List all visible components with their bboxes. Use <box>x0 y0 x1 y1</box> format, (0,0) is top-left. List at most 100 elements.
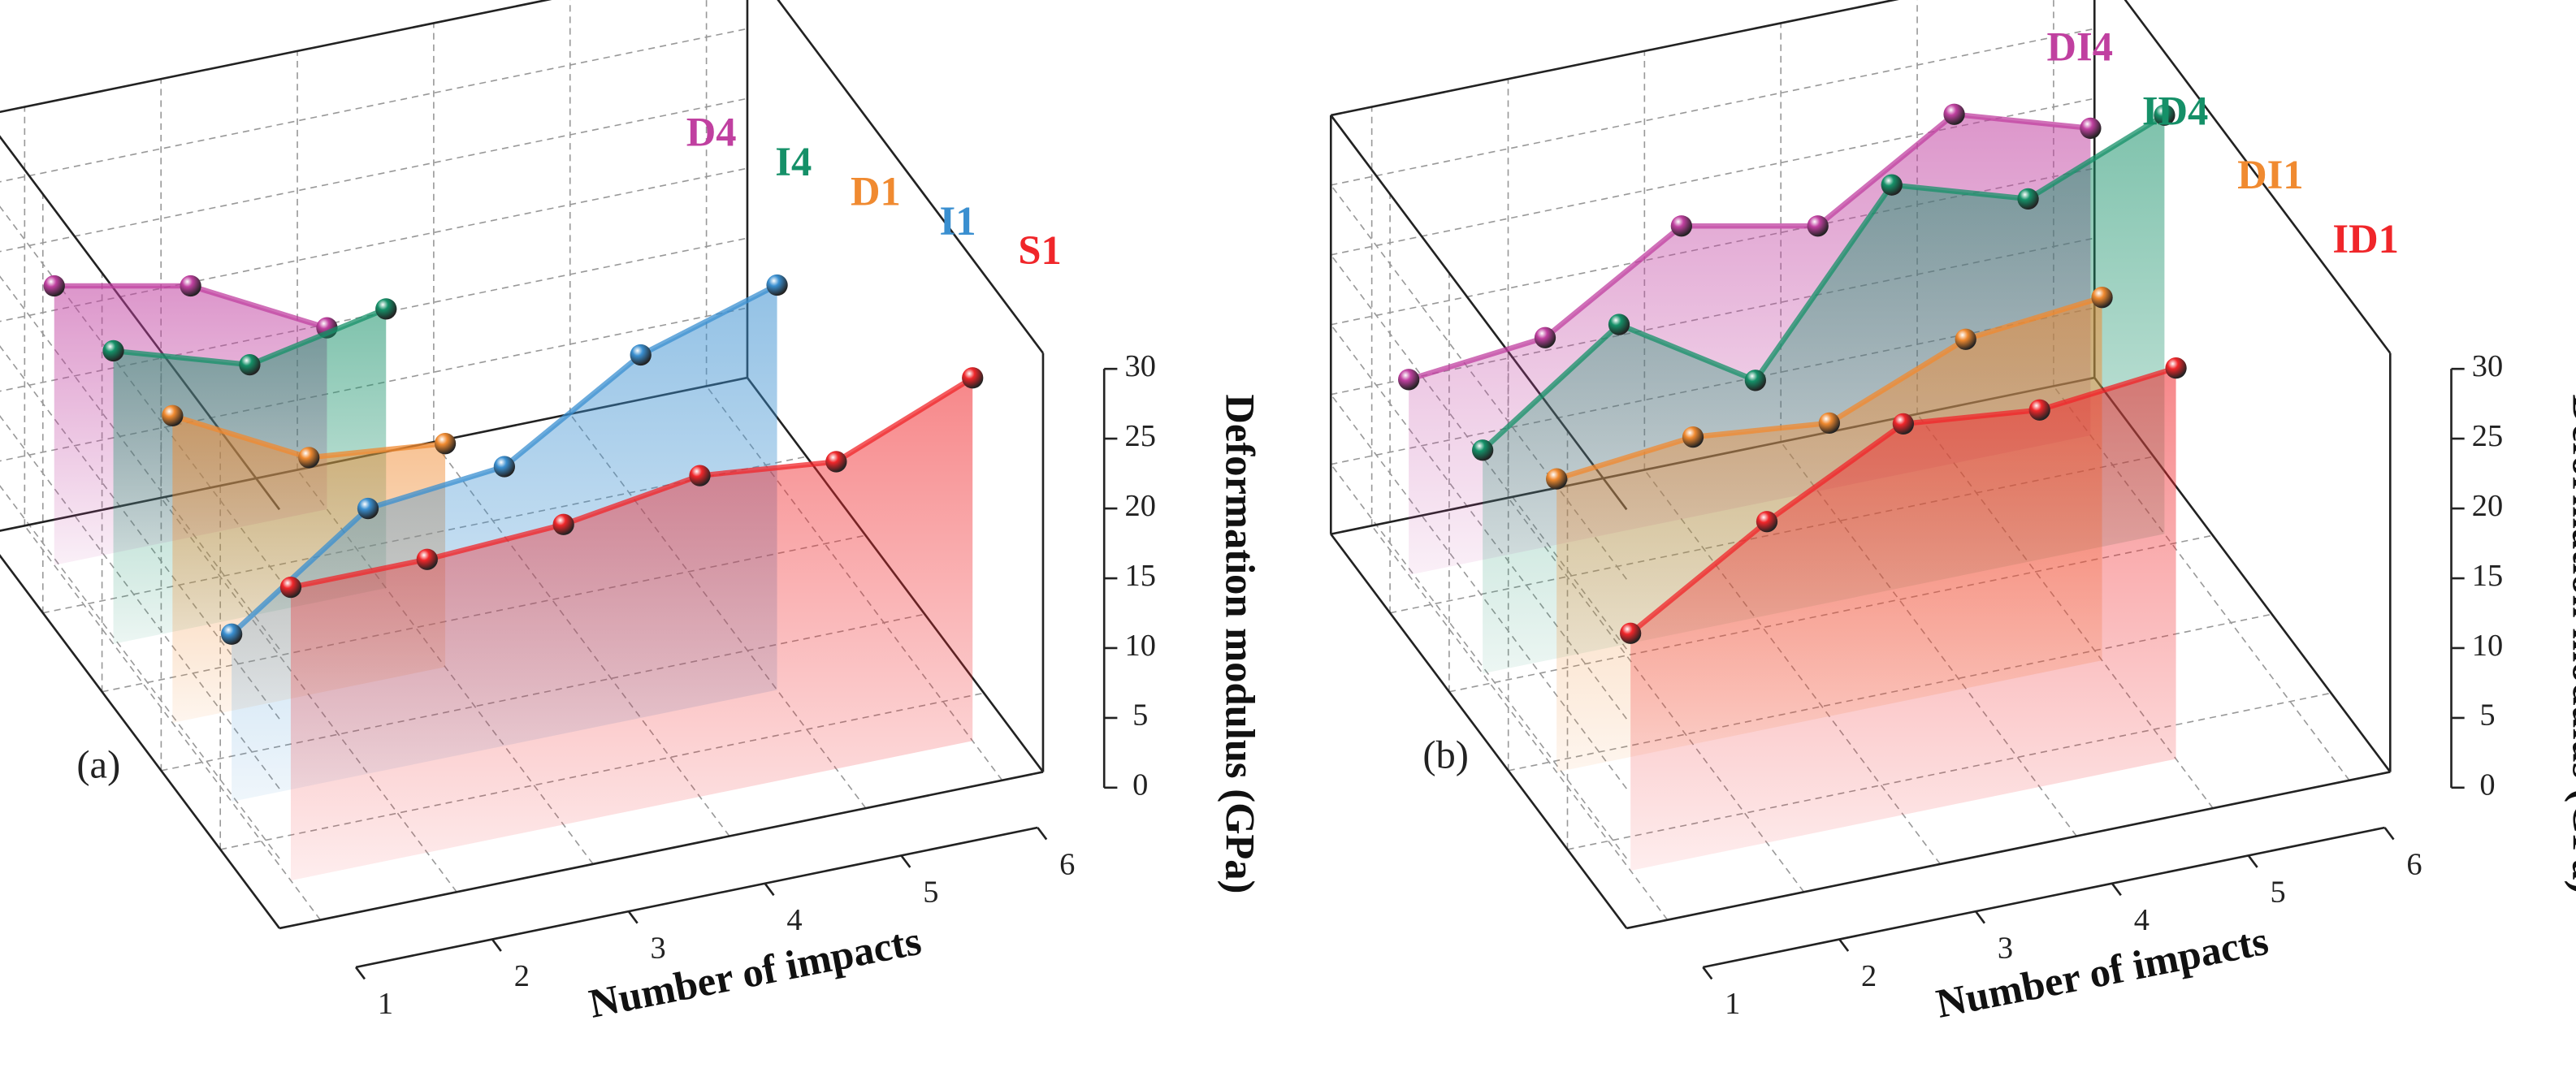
data-point <box>552 513 574 535</box>
y-tick-label: 15 <box>2472 559 2503 593</box>
x-tick-label: 3 <box>1998 931 2013 965</box>
grid-line <box>1331 0 1898 116</box>
data-point <box>102 339 124 362</box>
data-point <box>2165 357 2187 379</box>
y-axis-label: Deformation modulus (GPa) <box>1217 394 1262 893</box>
x-axis-label: Number of impacts <box>1933 918 2272 1027</box>
data-point <box>416 548 438 570</box>
x-tick <box>627 910 639 924</box>
data-point <box>2154 104 2176 126</box>
x-tick-label: 1 <box>378 987 393 1021</box>
y-tick-label: 20 <box>2472 489 2503 523</box>
series-name: S1 <box>1018 227 1061 273</box>
grid-line <box>2053 385 2350 781</box>
series-name: D4 <box>686 110 737 155</box>
data-point <box>279 576 302 599</box>
data-point <box>1397 369 1420 391</box>
grid-line <box>1331 28 2095 186</box>
grid-line <box>0 28 748 183</box>
data-point <box>493 456 515 478</box>
box-edge <box>279 771 1044 930</box>
data-point <box>221 623 243 645</box>
y-tick-label: 25 <box>1124 419 1155 453</box>
data-point <box>1818 412 1840 435</box>
data-point <box>434 433 457 455</box>
data-point <box>239 353 261 376</box>
x-axis <box>355 826 1038 969</box>
box-edge <box>777 0 1045 354</box>
series-name: I4 <box>775 139 812 184</box>
grid-line <box>0 97 748 253</box>
data-point <box>1892 413 1915 435</box>
data-point <box>298 447 320 469</box>
panel-label: (a) <box>76 744 120 787</box>
x-axis <box>1703 826 2385 969</box>
x-tick-label: 1 <box>1725 987 1740 1021</box>
series-line <box>1480 112 2167 452</box>
x-axis-label: Number of impacts <box>586 918 925 1027</box>
y-tick-label: 15 <box>1124 559 1155 593</box>
x-tick-label: 4 <box>2134 903 2150 937</box>
y-tick-label: 25 <box>2472 419 2503 453</box>
data-point <box>1472 439 1494 461</box>
x-tick <box>764 882 775 897</box>
box-edge <box>1331 0 1899 117</box>
grid-line <box>0 485 280 859</box>
x-tick-label: 6 <box>2406 847 2422 881</box>
x-tick <box>1838 938 1850 952</box>
data-point <box>1756 511 1778 533</box>
data-point <box>962 367 984 389</box>
x-tick <box>2247 854 2258 868</box>
x-tick <box>491 938 502 952</box>
data-point <box>2017 188 2039 210</box>
y-tick-label: 10 <box>1124 629 1155 663</box>
x-tick <box>354 966 366 980</box>
data-point <box>825 451 847 473</box>
y-tick-label: 20 <box>1124 489 1155 523</box>
data-point <box>1620 622 1642 644</box>
series-name: I1 <box>940 198 976 244</box>
x-tick-label: 6 <box>1059 847 1075 881</box>
x-tick <box>900 854 911 868</box>
y-tick-label: 5 <box>2479 698 2495 733</box>
data-point <box>1608 313 1630 335</box>
data-point <box>375 298 397 320</box>
data-point <box>1534 326 1556 348</box>
data-point <box>1682 426 1704 448</box>
series-name: D1 <box>851 168 901 214</box>
data-point <box>1881 174 1903 196</box>
panel-label: (b) <box>1422 734 1469 777</box>
data-point <box>1955 328 1976 350</box>
box-edge <box>1330 533 1628 929</box>
box-edge <box>1626 771 2391 930</box>
data-point <box>43 275 65 297</box>
data-point <box>162 404 184 426</box>
data-point <box>180 275 201 297</box>
series-name: ID1 <box>2332 216 2398 262</box>
x-tick-label: 5 <box>2271 876 2286 910</box>
series-line <box>1408 111 2091 383</box>
data-point <box>1670 215 1692 237</box>
data-point <box>1546 468 1568 490</box>
grid-line <box>0 0 550 113</box>
grid-line <box>1370 525 1669 921</box>
box-edge <box>2124 0 2392 354</box>
x-tick-label: 2 <box>1861 959 1877 993</box>
y-tick-label: 10 <box>2472 629 2503 663</box>
x-tick-label: 2 <box>514 959 530 993</box>
y-tick-label: 30 <box>2472 349 2503 383</box>
y-tick-label: 5 <box>1132 698 1148 733</box>
series-name: DI4 <box>2047 24 2113 69</box>
x-tick-label: 5 <box>923 876 938 910</box>
data-point <box>1744 370 1766 391</box>
data-point <box>766 274 788 296</box>
grid-line <box>1330 464 1627 859</box>
x-tick <box>2111 882 2122 897</box>
data-point <box>1807 215 1829 237</box>
data-point <box>357 497 379 520</box>
x-tick <box>1974 910 1986 924</box>
x-tick-label: 4 <box>786 903 802 937</box>
series-area <box>1630 368 2176 871</box>
